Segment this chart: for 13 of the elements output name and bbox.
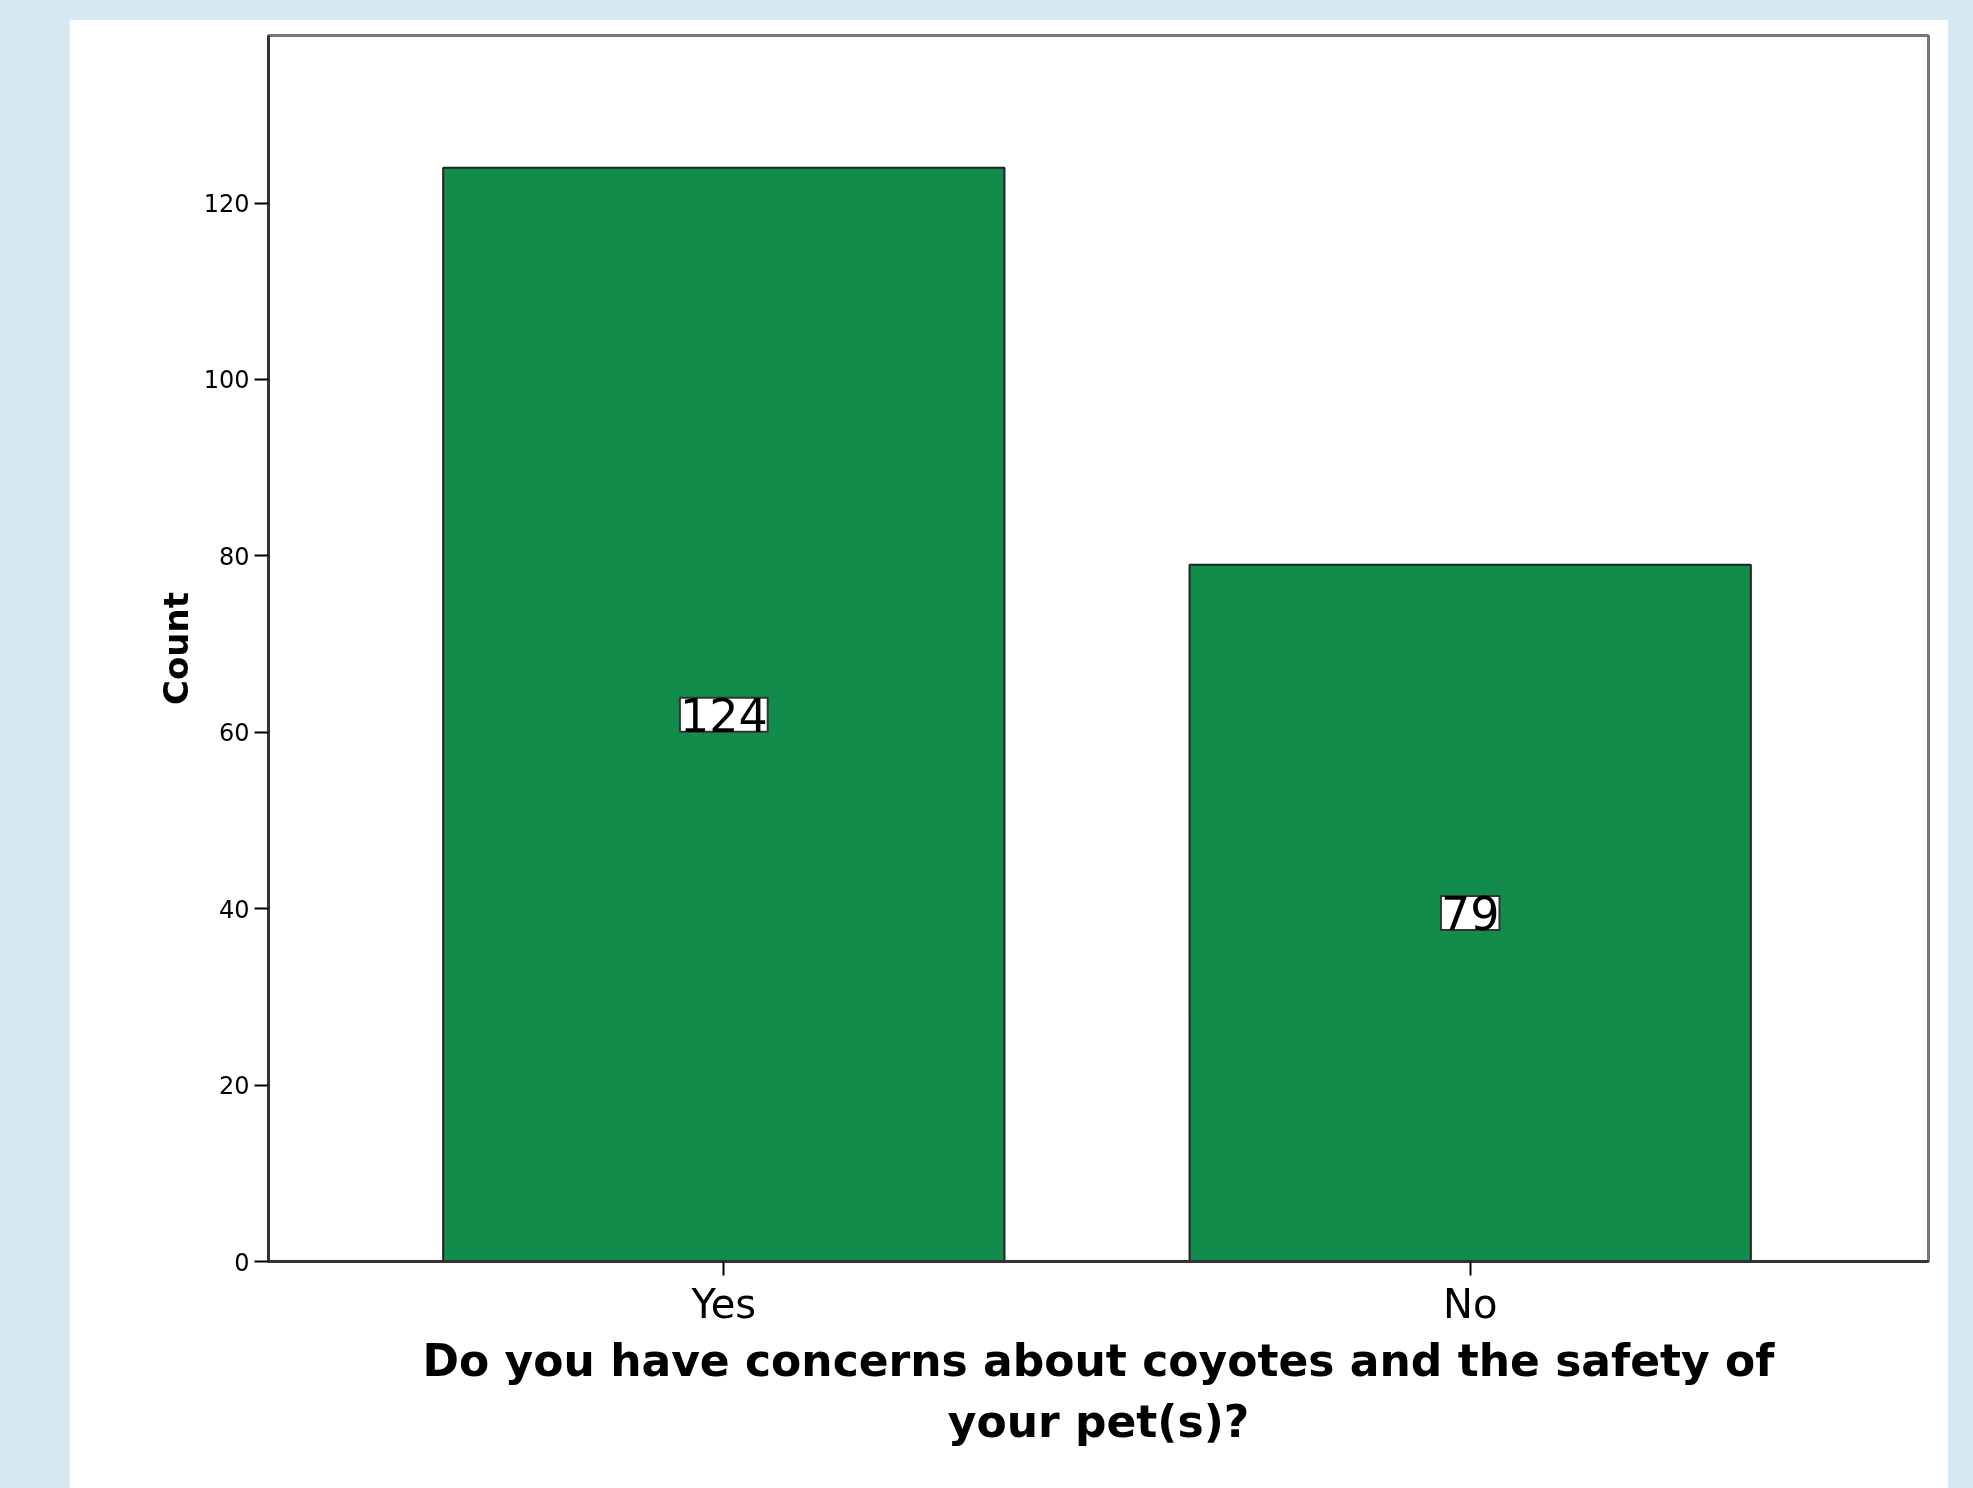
y-axis-title: Count [155, 592, 196, 705]
x-tick-label: No [1443, 1280, 1498, 1327]
x-tick-label: Yes [690, 1280, 757, 1327]
data-label: 124 [679, 688, 768, 743]
y-tick-label: 100 [203, 366, 250, 395]
y-tick-label: 0 [234, 1248, 250, 1277]
data-label: 79 [1440, 887, 1500, 942]
y-tick-label: 120 [203, 190, 250, 219]
x-axis-title: Do you have concerns about coyotes and the safety of your pet(s)? [422, 1334, 1776, 1447]
y-tick-label: 20 [218, 1072, 250, 1101]
y-tick-label: 60 [218, 719, 250, 748]
y-tick-label: 80 [218, 542, 250, 571]
y-tick-label: 40 [218, 895, 250, 924]
